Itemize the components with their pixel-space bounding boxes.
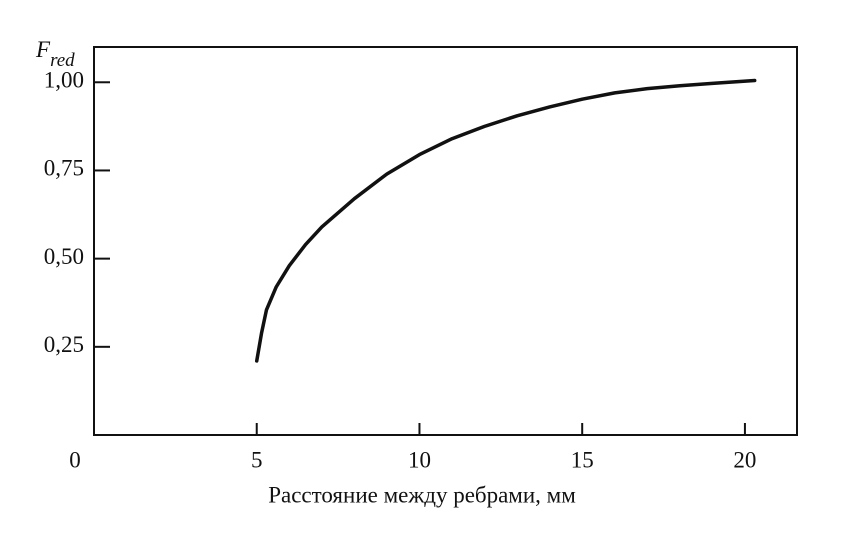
y-tick-label: 0,50 [44,244,84,269]
x-tick-label: 20 [733,447,756,472]
x-tick-label: 0 [69,447,81,472]
y-label-subscript: red [50,50,75,71]
y-tick-label: 1,00 [44,68,84,93]
y-axis-label: Fred [35,37,75,71]
x-tick-label: 15 [571,447,594,472]
x-tick-label: 5 [251,447,263,472]
y-tick-label: 0,75 [44,156,84,181]
x-axis-label: Расстояние между ребрами, мм [268,482,576,507]
x-tick-label: 10 [408,447,431,472]
y-label-main: F [35,37,51,62]
plot-frame [93,46,798,436]
y-tick-label: 0,25 [44,332,84,357]
line [254,78,757,363]
